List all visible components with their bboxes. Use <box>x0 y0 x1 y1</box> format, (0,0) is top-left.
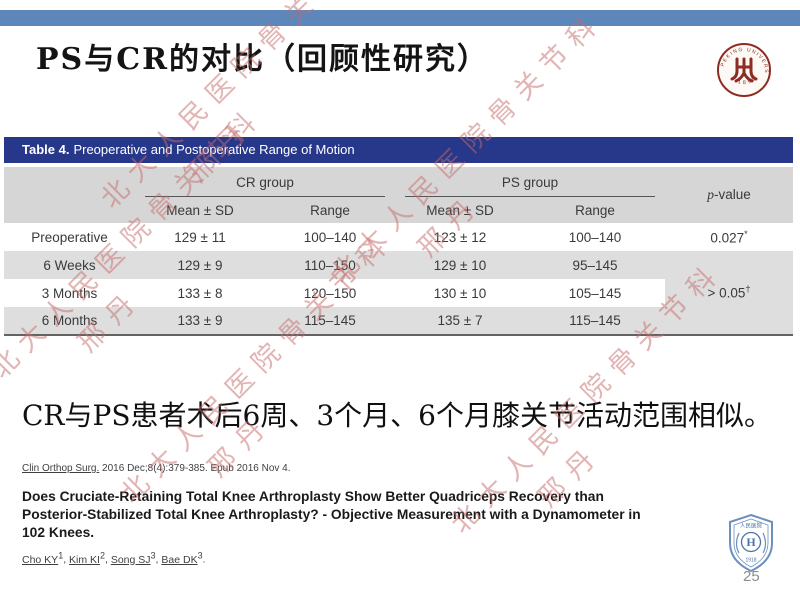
cr-mean-cell: 129 ± 11 <box>174 229 226 245</box>
ps-mean-cell: 123 ± 12 <box>433 229 487 245</box>
empty-subheader <box>4 197 135 223</box>
ps-range-cell: 100–140 <box>568 229 622 245</box>
citation-line: Clin Orthop Surg. 2016 Dec;8(4):379-385.… <box>22 463 291 474</box>
table-caption-text: Preoperative and Postoperative Range of … <box>73 142 355 157</box>
cr-group-header: CR group <box>135 167 395 197</box>
table-row: 3 Months 133 ± 8 120–150 130 ± 10 105–14… <box>4 279 793 307</box>
authors-line: Cho KY1, Kim KI2, Song SJ3, Bae DK3. <box>22 550 206 566</box>
table-row: 6 Months 133 ± 9 115–145 135 ± 7 115–145 <box>4 307 793 335</box>
pvalue-header: p-value <box>707 187 751 202</box>
ps-range-cell: 105–145 <box>568 285 622 301</box>
hospital-name-text: 人民医院 <box>740 522 763 530</box>
table-row: 6 Weeks 129 ± 9 110–150 129 ± 10 95–145 … <box>4 251 793 335</box>
seal-monogram-icon <box>730 57 758 83</box>
table-row: Preoperative 129 ± 11 100–140 123 ± 12 1… <box>4 223 793 251</box>
cr-mean-cell: 129 ± 9 <box>177 257 223 273</box>
svg-text:1898: 1898 <box>737 75 759 87</box>
rom-table: Table 4. Preoperative and Postoperative R… <box>4 137 793 336</box>
author-link[interactable]: Song SJ3 <box>110 550 156 566</box>
peoples-hospital-shield-logo: 人民医院 H 1918 <box>729 513 773 573</box>
page-number: 25 <box>743 568 760 585</box>
cr-mean-subheader: Mean ± SD <box>166 202 234 218</box>
row-label: 6 Weeks <box>43 257 96 273</box>
ps-group-header: PS group <box>395 167 665 197</box>
cr-range-cell: 120–150 <box>303 285 357 301</box>
ps-range-cell: 115–145 <box>569 313 621 328</box>
paper-title: Does Cruciate-Retaining Total Knee Arthr… <box>22 489 641 540</box>
ps-mean-cell: 129 ± 10 <box>433 257 487 273</box>
pvalue-merged-cell: > 0.05† <box>665 251 793 335</box>
row-label: Preoperative <box>31 229 108 245</box>
table-caption: Table 4. Preoperative and Postoperative R… <box>4 137 793 163</box>
table-corner-cell <box>4 167 135 197</box>
citation-rest: 2016 Dec;8(4):379-385. Epub 2016 Nov 4. <box>99 463 291 474</box>
hospital-monogram: H <box>746 535 756 549</box>
author-link[interactable]: Bae DK3 <box>161 550 203 566</box>
table-caption-label: Table 4. <box>22 142 70 157</box>
cr-range-cell: 100–140 <box>303 229 357 245</box>
ps-mean-cell: 130 ± 10 <box>433 285 487 301</box>
author-link[interactable]: Cho KY1 <box>22 550 64 566</box>
conclusion-text: CR与PS患者术后6周、3个月、6个月膝关节活动范围相似。 <box>22 399 772 432</box>
journal-link[interactable]: Clin Orthop Surg. <box>22 463 100 474</box>
slide-title: PS与CR的对比（回顾性研究） <box>36 42 490 77</box>
ps-range-subheader: Range <box>575 202 615 218</box>
row-label: 6 Months <box>41 313 98 328</box>
cr-mean-cell: 133 ± 8 <box>177 285 223 301</box>
cr-range-cell: 110–150 <box>304 257 356 273</box>
top-accent-bar <box>0 10 800 26</box>
pvalue-cell: 0.027* <box>710 228 748 246</box>
ps-mean-cell: 135 ± 7 <box>437 313 483 328</box>
row-label: 3 Months <box>41 285 98 301</box>
cr-mean-cell: 133 ± 9 <box>177 313 223 328</box>
seal-year-text: 1898 <box>737 75 757 87</box>
ps-range-cell: 95–145 <box>572 257 618 273</box>
peking-university-seal-logo: PEKING UNIVERSITY 1898 <box>716 42 771 97</box>
cr-range-subheader: Range <box>310 202 350 218</box>
author-link[interactable]: Kim KI2 <box>69 550 105 566</box>
ps-mean-subheader: Mean ± SD <box>426 202 494 218</box>
hospital-year-text: 1918 <box>745 558 756 564</box>
cr-range-cell: 115–145 <box>304 313 356 328</box>
